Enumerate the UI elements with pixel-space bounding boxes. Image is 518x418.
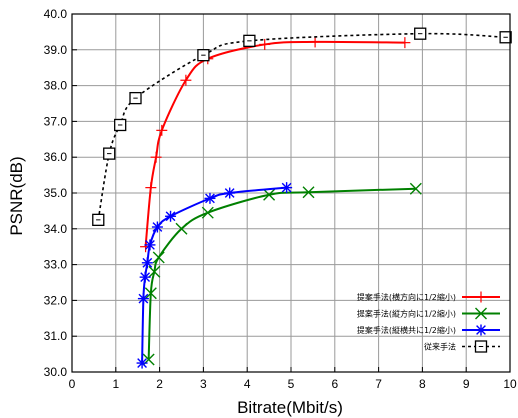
x-tick-label: 0 (69, 377, 76, 391)
tick-layer: 0 1 2 3 4 5 6 7 8 9 10 30.0 31.0 32.0 33.0 34.0 35.0 36.0… (44, 7, 517, 391)
x-marker (475, 307, 487, 320)
y-tick-label: 30.0 (44, 365, 68, 379)
y-tick-label: 33.0 (44, 258, 68, 272)
y-tick-label: 34.0 (44, 222, 68, 236)
square-marker (92, 213, 105, 227)
series-line (144, 40, 405, 247)
square-marker (197, 49, 210, 62)
plus-marker (150, 151, 162, 163)
x-tick-label: 4 (244, 377, 251, 391)
legend: 提案手法(横方向に1/2縮小) 提案手法(縦方向に1/2縮小) 提案手法(縦横共に1… (357, 291, 500, 353)
series-4 (92, 27, 512, 227)
y-axis-label: PSNR(dB) (7, 156, 26, 235)
plus-marker (180, 74, 192, 86)
x-tick-label: 9 (463, 377, 470, 391)
x-tick-label: 2 (156, 377, 163, 391)
plus-marker (145, 182, 157, 194)
series-line (141, 186, 287, 364)
legend-label: 提案手法(縦横共に1/2縮小) (357, 325, 456, 335)
legend-label: 提案手法(縦方向に1/2縮小) (357, 309, 456, 319)
x-tick-label: 10 (503, 377, 517, 391)
star-marker (139, 271, 151, 283)
y-tick-label: 37.0 (44, 114, 68, 128)
legend-label: 提案手法(横方向に1/2縮小) (357, 292, 456, 302)
legend-label: 従来手法 (424, 342, 456, 352)
plus-marker (309, 36, 321, 48)
square-marker (243, 34, 256, 47)
square-marker (129, 91, 142, 105)
x-tick-label: 5 (288, 377, 295, 391)
star-marker (204, 192, 216, 204)
star-marker (144, 239, 156, 251)
x-tick-label: 8 (419, 377, 426, 391)
x-marker (302, 186, 315, 199)
x-marker (263, 188, 276, 201)
x-marker (152, 251, 165, 264)
series-3 (136, 182, 293, 369)
series-2 (142, 182, 422, 366)
y-tick-label: 39.0 (44, 43, 68, 57)
star-marker (224, 187, 236, 199)
x-marker (148, 265, 161, 278)
x-marker (409, 182, 422, 195)
y-tick-label: 35.0 (44, 186, 68, 200)
x-axis-label: Bitrate(Mbit/s) (237, 398, 343, 417)
x-tick-label: 7 (375, 377, 382, 391)
plus-marker (259, 38, 271, 50)
y-tick-label: 38.0 (44, 79, 68, 93)
star-marker (141, 257, 153, 269)
plus-marker (399, 37, 411, 49)
plus-marker (156, 124, 168, 136)
star-marker (165, 210, 177, 222)
x-marker (175, 222, 188, 235)
series-1 (140, 36, 411, 253)
star-marker (136, 357, 148, 369)
square-marker (103, 147, 116, 160)
y-tick-label: 32.0 (44, 293, 68, 307)
square-marker (414, 27, 427, 40)
star-marker (137, 293, 149, 305)
legend-item-2: 提案手法(縦方向に1/2縮小) (357, 307, 500, 320)
legend-item-1: 提案手法(横方向に1/2縮小) (357, 291, 500, 303)
x-marker (144, 287, 157, 300)
star-marker (281, 182, 293, 194)
x-tick-label: 3 (200, 377, 207, 391)
x-tick-label: 1 (112, 377, 119, 391)
square-marker (499, 31, 512, 44)
legend-item-3: 提案手法(縦横共に1/2縮小) (357, 324, 500, 336)
legend-item-4: 従来手法 (424, 340, 500, 353)
x-tick-label: 6 (331, 377, 338, 391)
series-layer (92, 27, 512, 369)
plus-marker (475, 291, 487, 303)
star-marker (475, 324, 487, 336)
y-tick-label: 31.0 (44, 329, 68, 343)
y-tick-label: 40.0 (44, 7, 68, 21)
y-tick-label: 36.0 (44, 150, 68, 164)
square-marker (114, 118, 127, 132)
x-marker (201, 206, 214, 219)
star-marker (151, 221, 163, 233)
square-marker (474, 340, 488, 353)
